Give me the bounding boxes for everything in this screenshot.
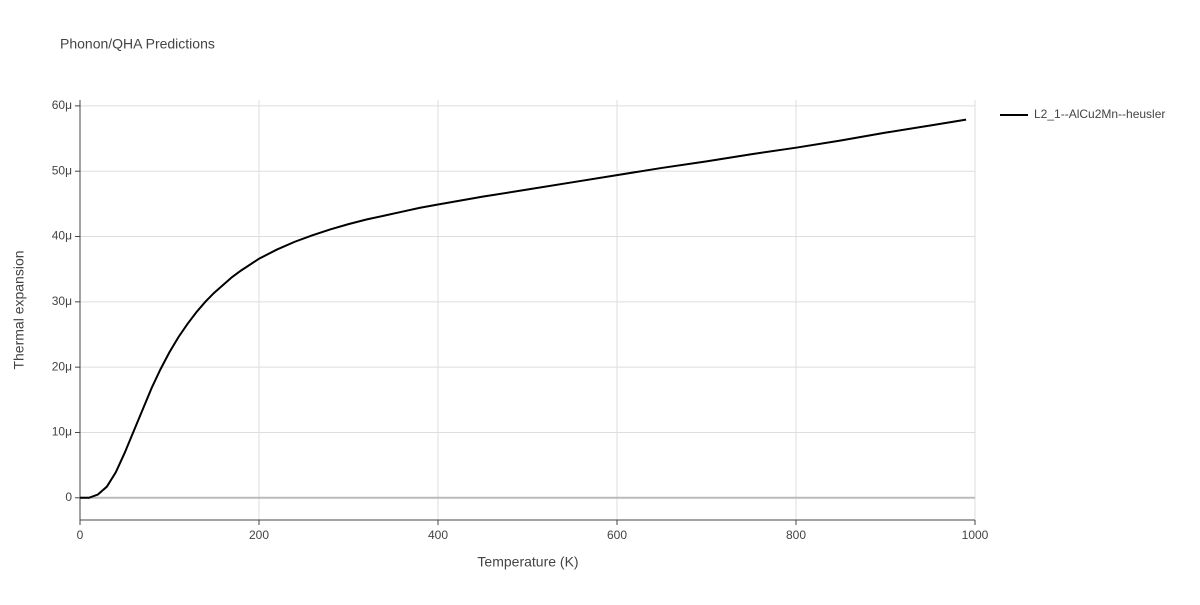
x-tick-label: 600 xyxy=(607,528,627,542)
y-tick-label: 40μ xyxy=(52,229,72,243)
y-axis-title: Thermal expansion xyxy=(11,250,27,369)
y-tick-label: 10μ xyxy=(52,425,72,439)
x-tick-label: 800 xyxy=(786,528,806,542)
chart-title: Phonon/QHA Predictions xyxy=(60,36,215,52)
legend-label: L2_1--AlCu2Mn--heusler xyxy=(1034,107,1165,121)
x-tick-label: 0 xyxy=(77,528,84,542)
y-tick-label: 20μ xyxy=(52,359,72,373)
y-tick-label: 0 xyxy=(65,490,72,504)
x-tick-label: 400 xyxy=(428,528,448,542)
y-tick-label: 30μ xyxy=(52,294,72,308)
y-tick-label: 60μ xyxy=(52,98,72,112)
y-tick-label: 50μ xyxy=(52,163,72,177)
x-tick-label: 1000 xyxy=(962,528,989,542)
x-axis-title: Temperature (K) xyxy=(477,554,578,570)
x-tick-label: 200 xyxy=(249,528,269,542)
line-series xyxy=(80,118,967,499)
